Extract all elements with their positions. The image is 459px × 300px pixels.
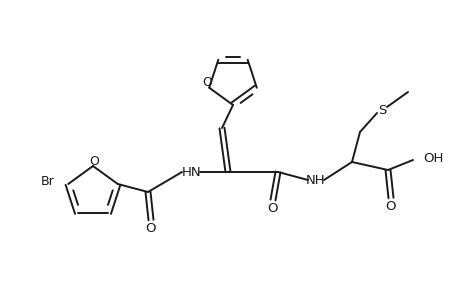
Text: Br: Br bbox=[40, 176, 54, 188]
Text: O: O bbox=[267, 202, 278, 214]
Text: NH: NH bbox=[306, 173, 325, 187]
Text: S: S bbox=[377, 103, 386, 116]
Text: OH: OH bbox=[422, 152, 442, 164]
Text: O: O bbox=[385, 200, 395, 212]
Text: HN: HN bbox=[182, 166, 202, 178]
Text: O: O bbox=[146, 221, 156, 235]
Text: O: O bbox=[89, 154, 99, 167]
Text: O: O bbox=[202, 76, 212, 89]
